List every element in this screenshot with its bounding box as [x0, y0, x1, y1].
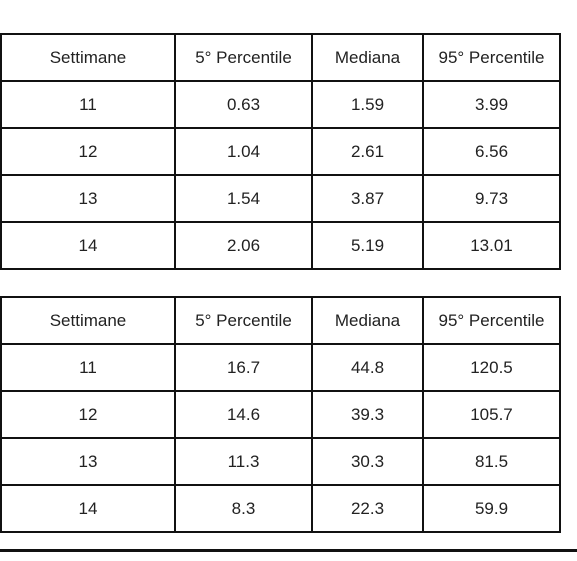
cell: 9.73 [422, 174, 561, 223]
cell: 11 [0, 343, 176, 392]
cell: 5.19 [311, 221, 424, 270]
header-row: Settimane 5° Percentile Mediana 95° Percent… [0, 33, 561, 82]
header-cell: 95° Percentile [422, 33, 561, 82]
data-row: 14 8.3 22.3 59.9 [0, 484, 561, 533]
header-cell: Settimane [0, 33, 176, 82]
cell: 11 [0, 80, 176, 129]
data-row: 11 0.63 1.59 3.99 [0, 80, 561, 129]
cell: 12 [0, 390, 176, 439]
data-row: 11 16.7 44.8 120.5 [0, 343, 561, 392]
cell: 3.99 [422, 80, 561, 129]
data-row: 14 2.06 5.19 13.01 [0, 221, 561, 270]
header-cell: Mediana [311, 296, 424, 345]
cell: 105.7 [422, 390, 561, 439]
cell: 14 [0, 221, 176, 270]
cell: 2.06 [174, 221, 313, 270]
cell: 14 [0, 484, 176, 533]
cell: 2.61 [311, 127, 424, 176]
data-row: 12 1.04 2.61 6.56 [0, 127, 561, 176]
header-cell: 95° Percentile [422, 296, 561, 345]
percentile-table: Settimane 5° Percentile Mediana 95° Percent… [0, 296, 561, 533]
cell: 3.87 [311, 174, 424, 223]
cell: 0.63 [174, 80, 313, 129]
cell: 13 [0, 437, 176, 486]
data-row: 13 1.54 3.87 9.73 [0, 174, 561, 223]
header-cell: Mediana [311, 33, 424, 82]
percentile-table: Settimane 5° Percentile Mediana 95° Percent… [0, 33, 561, 270]
header-cell: Settimane [0, 296, 176, 345]
header-cell: 5° Percentile [174, 33, 313, 82]
cell: 6.56 [422, 127, 561, 176]
cell: 8.3 [174, 484, 313, 533]
data-row: 13 11.3 30.3 81.5 [0, 437, 561, 486]
cell: 1.59 [311, 80, 424, 129]
cell: 1.04 [174, 127, 313, 176]
cell: 13 [0, 174, 176, 223]
cell: 44.8 [311, 343, 424, 392]
header-row: Settimane 5° Percentile Mediana 95° Percent… [0, 296, 561, 345]
cell: 39.3 [311, 390, 424, 439]
cell: 1.54 [174, 174, 313, 223]
cell: 11.3 [174, 437, 313, 486]
header-cell: 5° Percentile [174, 296, 313, 345]
cell: 16.7 [174, 343, 313, 392]
bottom-rule [0, 549, 577, 552]
cell: 13.01 [422, 221, 561, 270]
cell: 59.9 [422, 484, 561, 533]
cell: 30.3 [311, 437, 424, 486]
cell: 81.5 [422, 437, 561, 486]
cell: 22.3 [311, 484, 424, 533]
cell: 14.6 [174, 390, 313, 439]
cell: 12 [0, 127, 176, 176]
data-row: 12 14.6 39.3 105.7 [0, 390, 561, 439]
cell: 120.5 [422, 343, 561, 392]
